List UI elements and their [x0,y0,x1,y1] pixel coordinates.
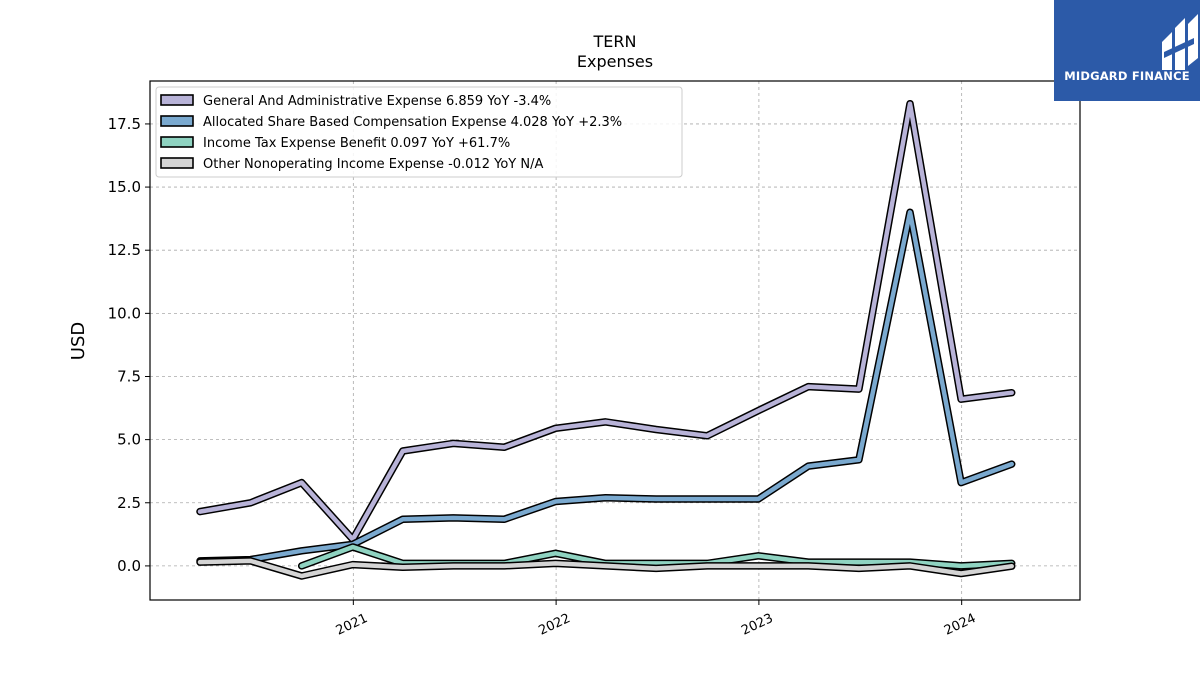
plot-area-frame [149,80,1081,601]
y-tick-label: 7.5 [117,367,141,385]
x-tick-label: 2024 [942,611,978,639]
y-tick-label: 12.5 [108,241,141,259]
x-tick-label: 2022 [536,611,572,639]
legend-swatch [160,94,194,106]
legend-swatch [160,115,194,127]
y-axis-label: USD [68,322,89,360]
y-tick-label: 17.5 [108,115,141,133]
series-stroke [197,101,1014,542]
legend: General And Administrative Expense 6.859… [155,86,683,178]
brand-logo: MIDGARD FINANCE [1054,0,1200,101]
y-tick-label: 10.0 [108,304,141,322]
series-stroke [197,210,1014,564]
y-tick-label: 15.0 [108,178,141,196]
legend-entry: General And Administrative Expense 6.859… [203,94,551,109]
y-tick-label: 5.0 [117,431,141,449]
legend-swatch [160,136,194,148]
series-stroke [197,558,1014,579]
legend-entry: Allocated Share Based Compensation Expen… [203,115,622,130]
brand-name: MIDGARD FINANCE [1064,69,1190,83]
plot-lines [196,99,1016,580]
series-line-0 [196,99,1016,544]
chart-title: TERN [593,32,637,51]
legend-entry: Income Tax Expense Benefit 0.097 YoY +61… [203,136,510,151]
y-tick-label: 2.5 [117,494,141,512]
x-tick-label: 2023 [739,611,775,639]
legend-entry: Other Nonoperating Income Expense -0.012… [203,157,543,172]
y-tick-label: 0.0 [117,557,141,575]
logo-mark-icon [1162,14,1198,70]
legend-swatch [160,157,194,169]
legend-box [155,86,683,178]
series-line-1 [196,208,1016,565]
series-line-3 [196,557,1016,580]
x-tick-label: 2021 [334,611,370,639]
chart-subtitle: Expenses [577,52,653,71]
